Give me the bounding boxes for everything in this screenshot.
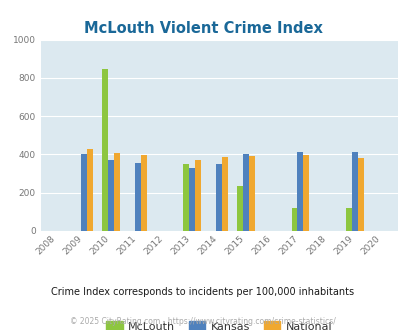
Bar	[189, 168, 195, 231]
Bar	[102, 69, 108, 231]
Text: McLouth Violent Crime Index: McLouth Violent Crime Index	[83, 21, 322, 36]
Bar	[249, 156, 255, 231]
Bar	[291, 208, 297, 231]
Bar	[195, 160, 200, 231]
Bar	[303, 155, 309, 231]
Bar	[87, 149, 93, 231]
Bar	[345, 208, 351, 231]
Bar	[222, 157, 228, 231]
Bar	[135, 163, 141, 231]
Text: Crime Index corresponds to incidents per 100,000 inhabitants: Crime Index corresponds to incidents per…	[51, 287, 354, 297]
Bar	[357, 158, 362, 231]
Bar	[297, 152, 303, 231]
Bar	[81, 154, 87, 231]
Bar	[351, 152, 357, 231]
Bar	[141, 155, 147, 231]
Bar	[216, 164, 222, 231]
Legend: McLouth, Kansas, National: McLouth, Kansas, National	[101, 317, 336, 330]
Text: © 2025 CityRating.com - https://www.cityrating.com/crime-statistics/: © 2025 CityRating.com - https://www.city…	[70, 317, 335, 326]
Bar	[237, 186, 243, 231]
Bar	[243, 154, 249, 231]
Bar	[114, 153, 119, 231]
Bar	[108, 160, 114, 231]
Bar	[183, 164, 189, 231]
